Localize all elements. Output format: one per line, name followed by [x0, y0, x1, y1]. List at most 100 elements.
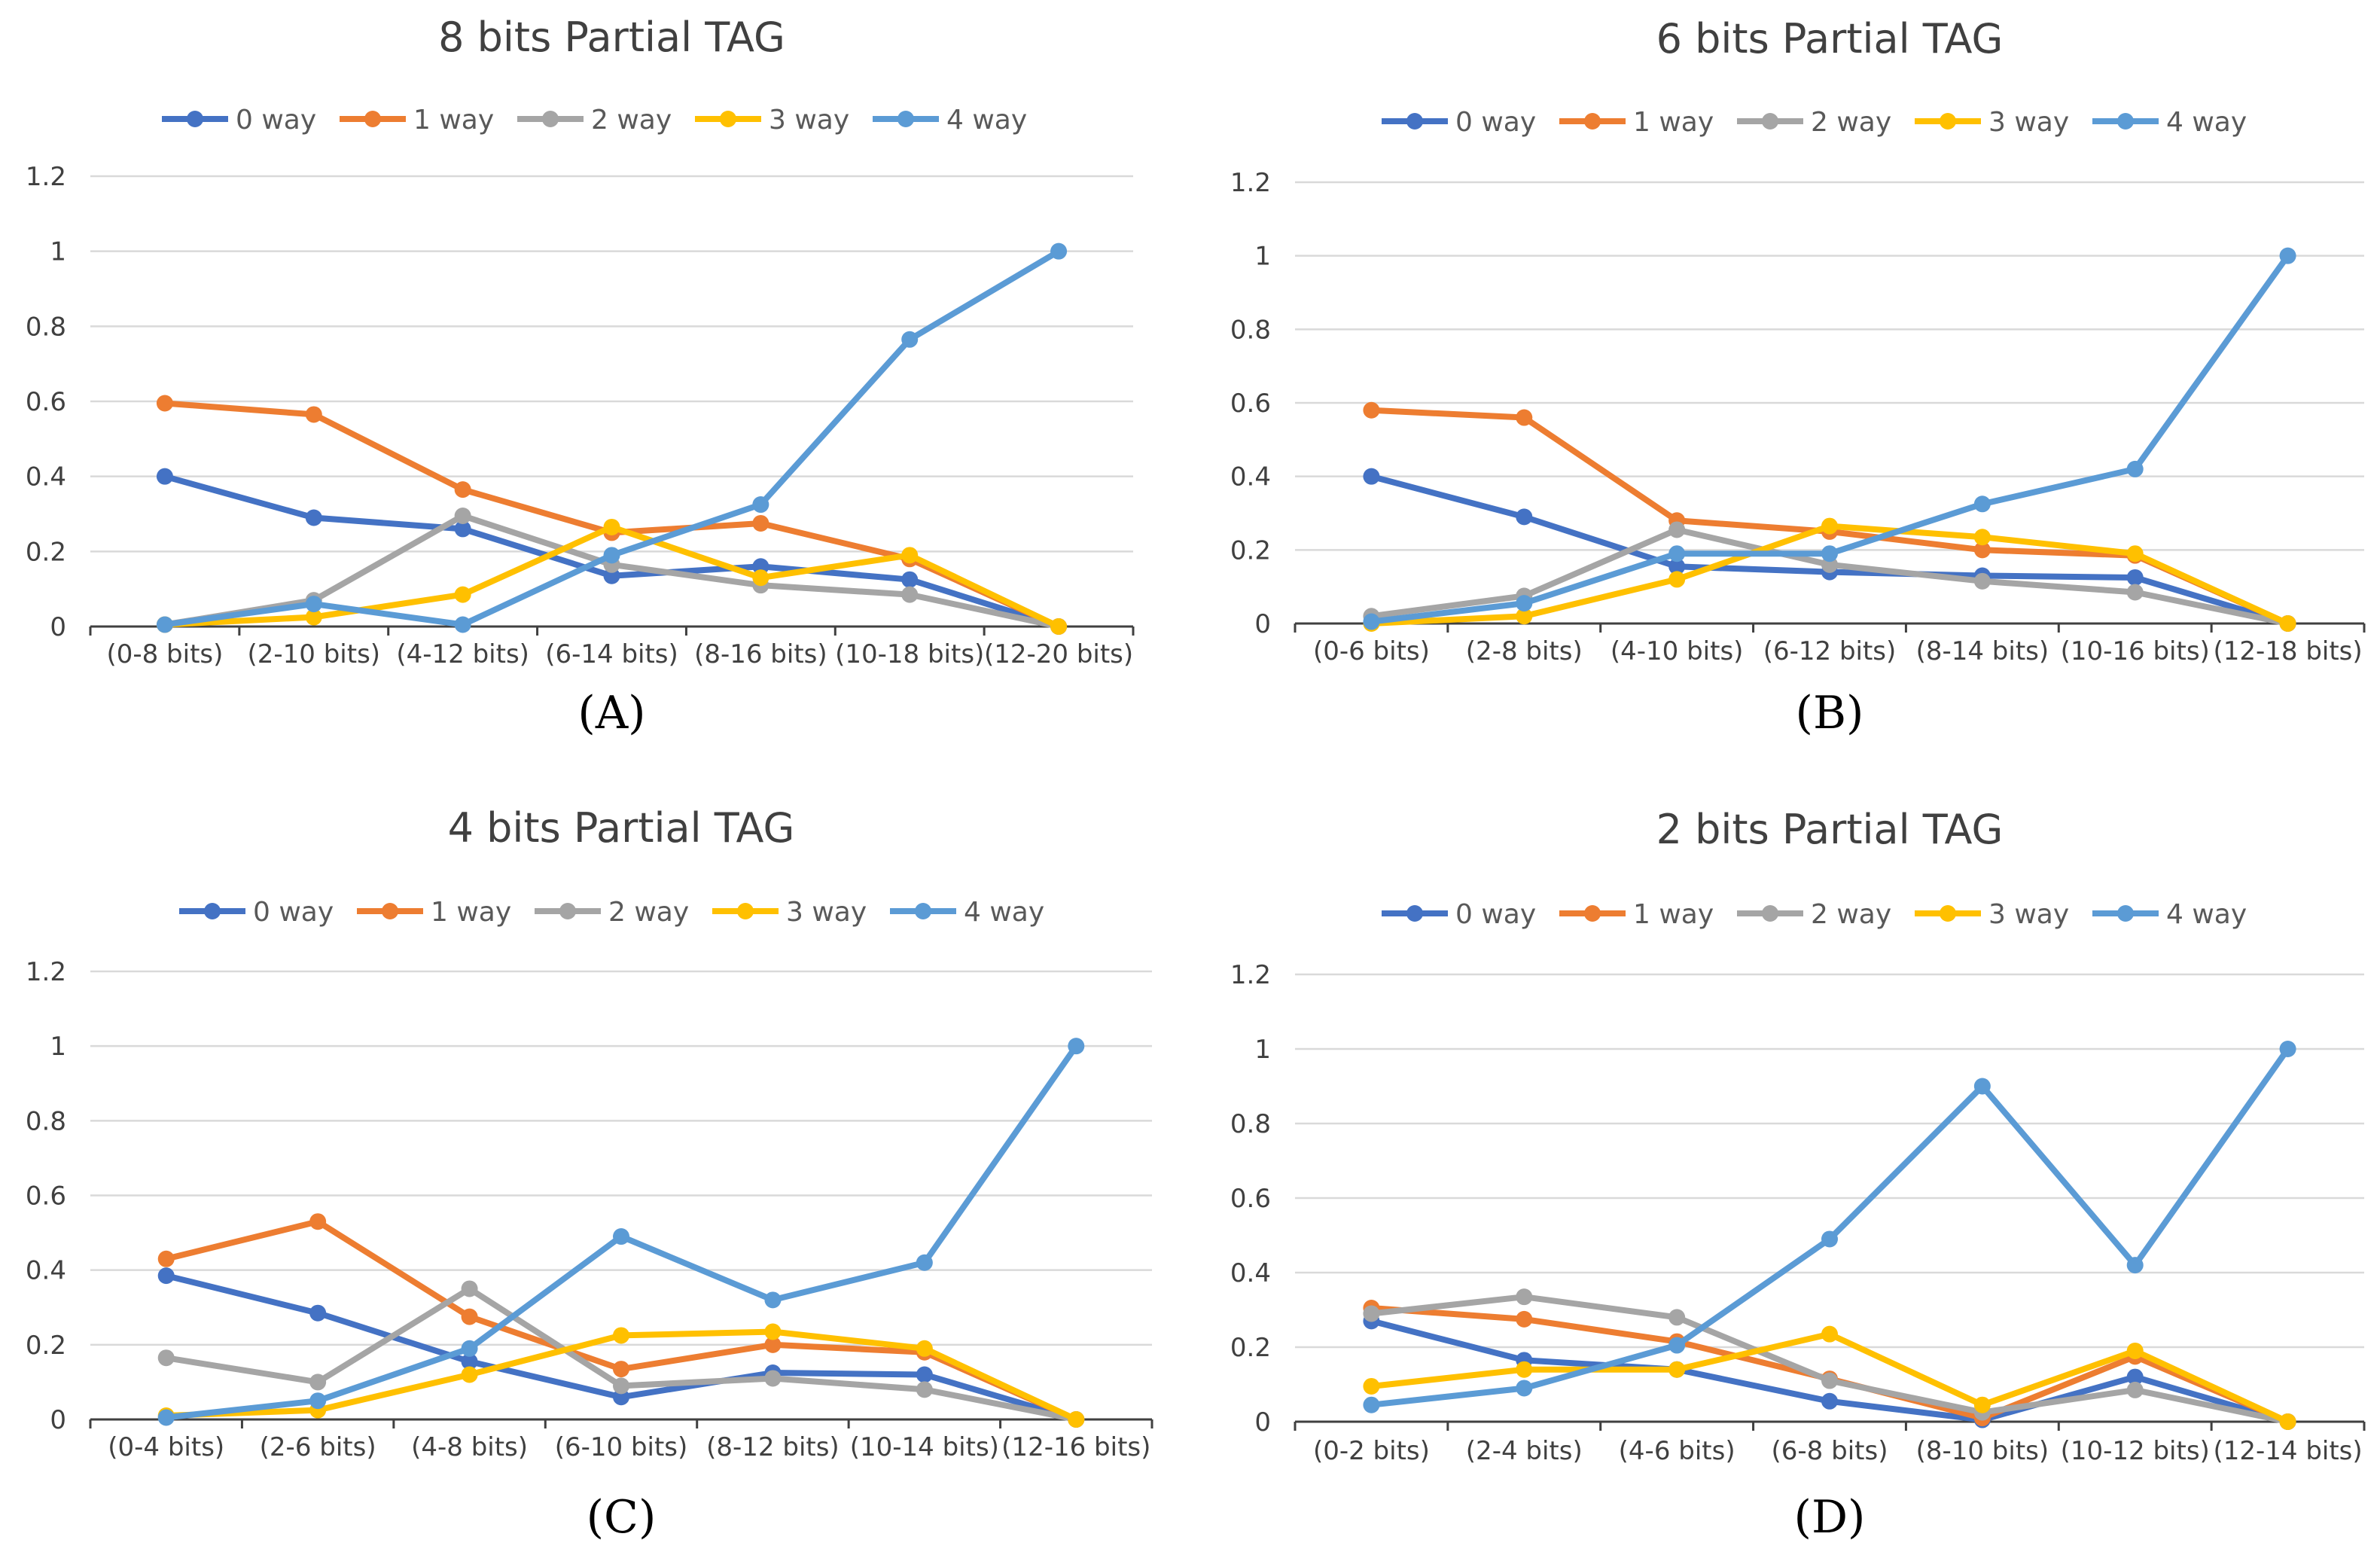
series-1-way	[1363, 1300, 2296, 1430]
legend-item: 4 way	[873, 105, 1027, 136]
legend-swatch-marker	[1762, 905, 1778, 922]
legend-swatch-marker	[1584, 113, 1601, 130]
data-point	[2126, 1381, 2144, 1398]
y-tick-label: 0.6	[1230, 1184, 1271, 1214]
x-tick-label: (6-10 bits)	[555, 1432, 688, 1462]
x-tick-label: (8-10 bits)	[1916, 1436, 2049, 1466]
data-point	[157, 1250, 175, 1267]
x-tick-label: (10-18 bits)	[835, 639, 984, 669]
data-point	[305, 406, 322, 423]
legend-swatch-marker	[897, 111, 914, 127]
y-tick-label: 0.8	[1230, 315, 1271, 345]
legend-item: 0 way	[1382, 107, 1536, 138]
panel-label: (D)	[1794, 1491, 1866, 1544]
data-point	[461, 1366, 478, 1383]
legend-swatch-marker	[187, 111, 203, 127]
x-tick-label: (4-8 bits)	[411, 1432, 528, 1462]
x-tick-label: (12-20 bits)	[984, 639, 1133, 669]
legend-swatch-marker	[1762, 113, 1778, 130]
data-point	[1068, 1411, 1085, 1428]
series-4-way	[1363, 247, 2296, 630]
data-point	[1516, 1361, 1533, 1378]
y-tick-label: 0.6	[1230, 389, 1271, 419]
data-point	[305, 608, 322, 626]
data-point	[461, 1308, 478, 1325]
legend-item: 0 way	[1382, 899, 1536, 930]
data-point	[764, 1323, 782, 1340]
y-tick-label: 1	[1254, 1035, 1271, 1065]
data-point	[1363, 613, 1380, 630]
legend-item: 2 way	[517, 105, 672, 136]
data-point	[613, 1361, 629, 1378]
data-point	[1516, 1380, 1533, 1397]
data-point	[157, 1409, 175, 1426]
data-point	[2126, 584, 2144, 601]
data-point	[1363, 1305, 1380, 1322]
legend-swatch-marker	[737, 903, 754, 919]
legend-item: 2 way	[535, 897, 689, 928]
y-tick-label: 0	[50, 612, 66, 642]
data-point	[305, 509, 322, 526]
data-point	[1973, 541, 1991, 559]
data-point	[901, 586, 919, 603]
legend-swatch-marker	[1940, 113, 1956, 130]
y-tick-label: 0.4	[1230, 1258, 1271, 1288]
data-point	[752, 496, 769, 514]
data-point	[157, 1267, 175, 1285]
y-tick-label: 0.2	[1230, 1333, 1271, 1363]
x-tick-label: (2-6 bits)	[260, 1432, 376, 1462]
data-point	[1973, 572, 1991, 590]
data-point	[2279, 1041, 2296, 1057]
chart-title: 6 bits Partial TAG	[1656, 15, 2004, 63]
data-point	[1668, 1361, 1686, 1378]
data-point	[752, 514, 769, 532]
legend-label: 2 way	[591, 105, 672, 136]
data-point	[1516, 595, 1533, 612]
legend: 0 way 1 way 2 way 3 way 4 way	[1382, 107, 2247, 138]
legend-label: 1 way	[431, 897, 511, 928]
data-point	[2126, 460, 2144, 477]
chart-panel-3: 4 bits Partial TAG 0 way 1 way 2 way 3 way 4 …	[26, 804, 1153, 1544]
data-point	[1668, 521, 1686, 538]
x-tick-label: (6-14 bits)	[545, 639, 678, 669]
data-point	[1050, 618, 1068, 635]
x-tick-label: (2-4 bits)	[1466, 1436, 1583, 1466]
legend-label: 3 way	[1988, 107, 2069, 138]
data-point	[156, 468, 173, 485]
y-tick-label: 0.8	[26, 312, 66, 342]
data-point	[916, 1254, 933, 1271]
y-tick-label: 0.6	[26, 387, 66, 417]
data-point	[752, 569, 769, 587]
data-point	[454, 616, 471, 633]
legend-label: 4 way	[2166, 899, 2247, 930]
y-tick-label: 0	[1254, 609, 1271, 639]
y-tick-label: 1	[50, 1032, 66, 1062]
y-tick-label: 0.4	[26, 462, 66, 492]
data-point	[1973, 495, 1991, 513]
legend-label: 1 way	[1633, 899, 1714, 930]
y-tick-label: 0.8	[26, 1106, 66, 1136]
y-tick-label: 0.6	[26, 1181, 66, 1212]
x-tick-label: (12-18 bits)	[2213, 636, 2362, 666]
legend-item: 1 way	[1559, 107, 1714, 138]
legend-swatch-marker	[204, 903, 221, 919]
legend-item: 3 way	[712, 897, 867, 928]
series-4-way	[1363, 1041, 2296, 1413]
data-point	[2126, 1368, 2144, 1386]
data-point	[2279, 1413, 2296, 1430]
data-point	[454, 481, 471, 498]
data-point	[901, 547, 919, 564]
data-point	[305, 596, 322, 613]
y-tick-label: 1.2	[26, 162, 66, 192]
data-point	[613, 1228, 629, 1245]
series-line	[1368, 407, 2291, 627]
data-point	[1668, 545, 1686, 563]
x-tick-label: (0-4 bits)	[108, 1432, 224, 1462]
y-tick-label: 1.2	[26, 957, 66, 987]
x-tick-label: (4-6 bits)	[1619, 1436, 1735, 1466]
data-point	[764, 1370, 782, 1387]
data-point	[2279, 615, 2296, 632]
y-tick-label: 1.2	[1230, 168, 1271, 198]
x-tick-label: (10-16 bits)	[2061, 636, 2210, 666]
